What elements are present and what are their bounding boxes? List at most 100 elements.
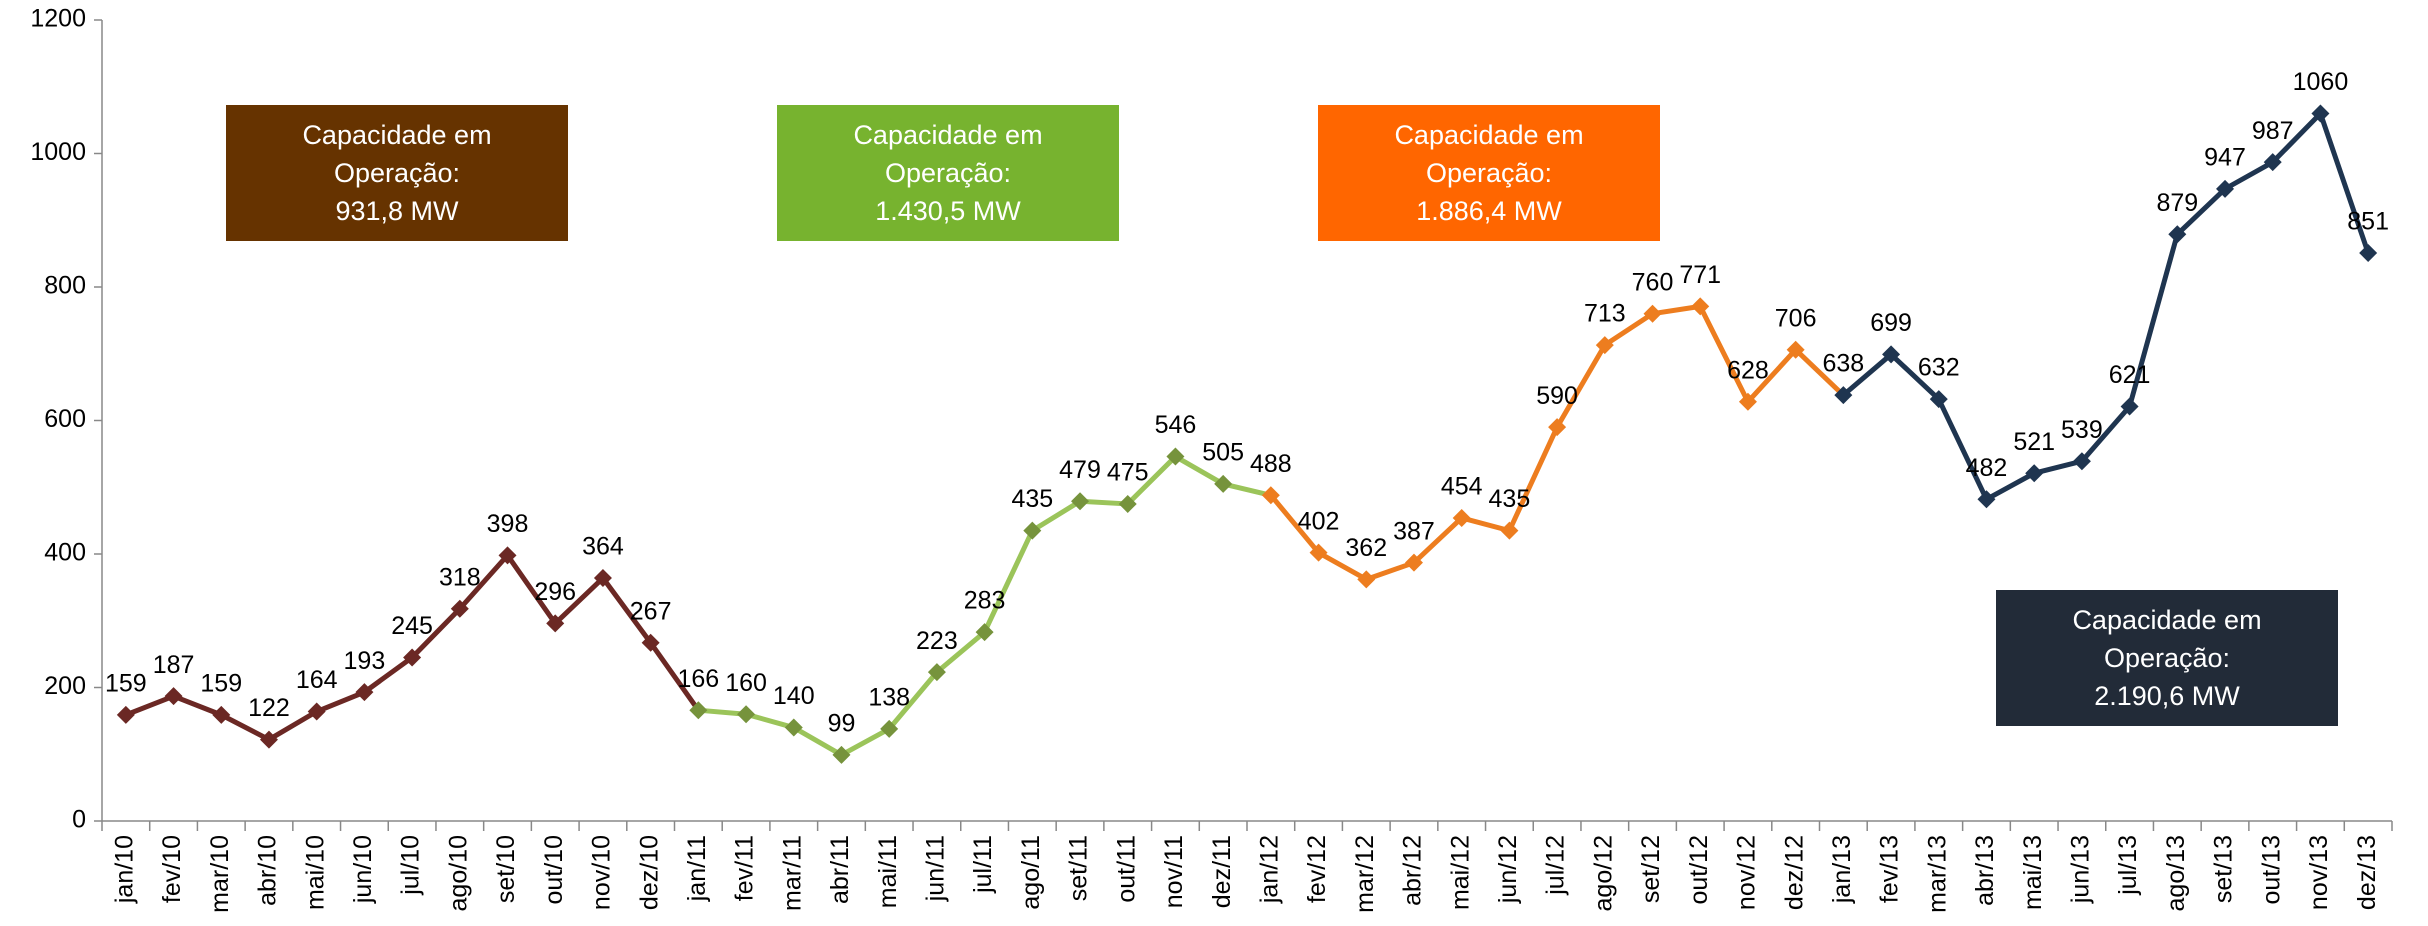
marker bbox=[1882, 345, 1901, 364]
marker bbox=[1118, 494, 1137, 513]
annotation-box bbox=[1996, 590, 2338, 726]
x-tick-label: fev/13 bbox=[1876, 835, 1904, 903]
data-label: 699 bbox=[1870, 309, 1912, 337]
marker bbox=[2216, 179, 2235, 198]
x-tick-label: jul/10 bbox=[397, 835, 425, 896]
x-tick-label: abr/12 bbox=[1399, 835, 1427, 906]
data-label: 99 bbox=[828, 710, 856, 738]
x-tick-label: jan/11 bbox=[683, 835, 711, 902]
x-tick-label: set/13 bbox=[2210, 835, 2238, 903]
data-label: 435 bbox=[1489, 485, 1531, 513]
x-tick-label: out/12 bbox=[1685, 835, 1713, 905]
annotation-text: 1.886,4 MW bbox=[1416, 196, 1562, 226]
series-line bbox=[124, 552, 653, 743]
data-label: 454 bbox=[1441, 473, 1483, 501]
marker bbox=[355, 683, 374, 702]
x-tick-label: set/11 bbox=[1065, 835, 1093, 901]
data-label: 760 bbox=[1632, 268, 1674, 296]
annotation-text: Operação: bbox=[1426, 158, 1552, 188]
data-label: 1060 bbox=[2293, 68, 2349, 96]
x-tick-label: mar/10 bbox=[206, 835, 234, 913]
x-tick-label: mai/13 bbox=[2019, 835, 2047, 910]
annotation-text: Operação: bbox=[2104, 643, 2230, 673]
marker bbox=[2025, 464, 2044, 483]
annotation: Capacidade em Operação: 1.430,5 MW bbox=[777, 105, 1119, 241]
marker bbox=[1261, 486, 1280, 505]
data-label: 521 bbox=[2013, 428, 2055, 456]
data-label: 140 bbox=[773, 682, 815, 710]
data-label: 223 bbox=[916, 627, 958, 655]
x-tick-label: out/13 bbox=[2257, 835, 2285, 905]
marker bbox=[1214, 474, 1233, 493]
marker bbox=[450, 599, 469, 618]
annotation-text: Operação: bbox=[334, 158, 460, 188]
annotation-box bbox=[777, 105, 1119, 241]
x-tick-label: nov/11 bbox=[1160, 835, 1188, 908]
y-tick-label: 800 bbox=[44, 272, 86, 300]
y-tick-label: 1000 bbox=[30, 138, 86, 166]
markers bbox=[116, 104, 2378, 764]
x-tick-label: jan/12 bbox=[1255, 835, 1283, 904]
annotation: Capacidade em Operação: 2.190,6 MW bbox=[1996, 590, 2338, 726]
marker bbox=[2359, 243, 2378, 262]
marker bbox=[2311, 104, 2330, 123]
annotation-text: Capacidade em bbox=[853, 120, 1042, 150]
x-tick-label: jun/11 bbox=[922, 835, 950, 902]
marker bbox=[1977, 490, 1996, 509]
marker bbox=[832, 745, 851, 764]
data-label: 402 bbox=[1298, 507, 1340, 535]
annotation-box bbox=[226, 105, 568, 241]
data-label: 364 bbox=[582, 533, 624, 561]
x-tick-label: nov/12 bbox=[1733, 835, 1761, 910]
annotation: Capacidade em Operação: 1.886,4 MW bbox=[1318, 105, 1660, 241]
marker bbox=[212, 705, 231, 724]
x-tick-label: dez/12 bbox=[1780, 835, 1808, 910]
x-tick-label: fev/12 bbox=[1303, 835, 1331, 903]
marker bbox=[737, 705, 756, 724]
data-label: 122 bbox=[248, 694, 290, 722]
data-label: 482 bbox=[1966, 454, 2008, 482]
x-tick-label: abr/11 bbox=[826, 835, 854, 904]
data-label: 638 bbox=[1822, 350, 1864, 378]
x-tick-label: jun/12 bbox=[1494, 835, 1522, 904]
x-tick-label: mar/13 bbox=[1923, 835, 1951, 913]
x-tick-label: jan/10 bbox=[110, 835, 138, 904]
x-tick-label: ago/12 bbox=[1589, 835, 1617, 911]
y-tick-label: 0 bbox=[72, 806, 86, 834]
data-label: 193 bbox=[344, 647, 386, 675]
data-label: 160 bbox=[725, 669, 767, 697]
x-tick-label: mai/11 bbox=[874, 835, 902, 908]
data-label: 159 bbox=[200, 669, 242, 697]
data-label: 475 bbox=[1107, 459, 1149, 487]
data-label: 138 bbox=[868, 683, 910, 711]
marker bbox=[1166, 447, 1185, 466]
marker bbox=[259, 730, 278, 749]
x-tick-label: mar/11 bbox=[778, 835, 806, 911]
connector bbox=[648, 641, 701, 712]
data-label: 296 bbox=[534, 578, 576, 606]
marker bbox=[1786, 340, 1805, 359]
data-label: 387 bbox=[1393, 517, 1435, 545]
marker bbox=[1404, 553, 1423, 572]
y-tick-label: 400 bbox=[44, 539, 86, 567]
data-label: 267 bbox=[630, 597, 672, 625]
data-label: 621 bbox=[2109, 361, 2151, 389]
x-tick-label: jun/13 bbox=[2067, 835, 2095, 904]
marker bbox=[498, 546, 517, 565]
marker bbox=[1500, 521, 1519, 540]
data-label: 713 bbox=[1584, 300, 1626, 328]
x-tick-label: nov/10 bbox=[588, 835, 616, 910]
connector bbox=[1222, 481, 1272, 498]
series-line bbox=[1268, 303, 1798, 582]
x-tick-label: jul/12 bbox=[1542, 835, 1570, 896]
x-tick-label: abr/10 bbox=[254, 835, 282, 906]
marker bbox=[1309, 543, 1328, 562]
x-tick-label: abr/13 bbox=[1971, 835, 1999, 906]
marker bbox=[116, 705, 135, 724]
data-label: 166 bbox=[677, 665, 719, 693]
marker bbox=[1071, 492, 1090, 511]
marker bbox=[307, 702, 326, 721]
x-tick-label: jul/13 bbox=[2114, 835, 2142, 896]
